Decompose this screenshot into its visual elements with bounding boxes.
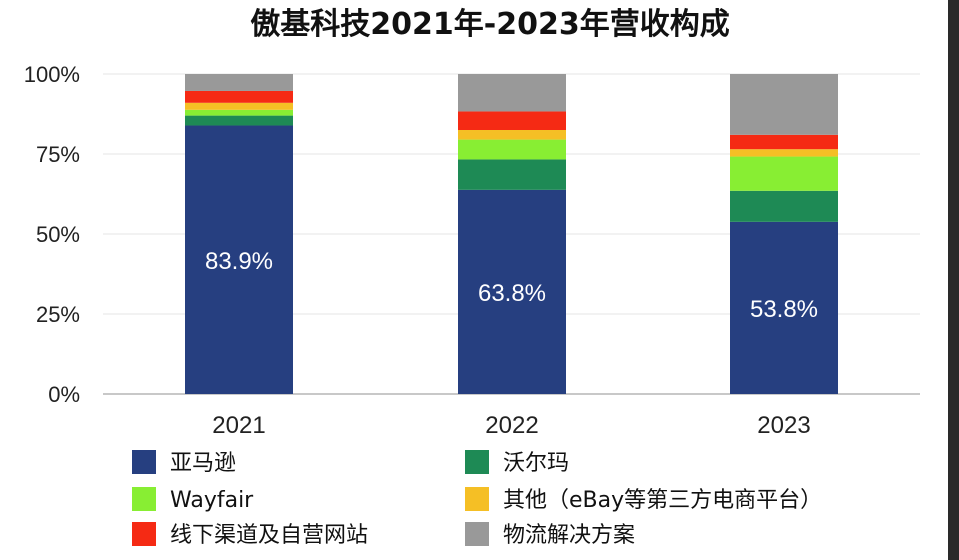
legend-swatch-4 xyxy=(132,522,156,546)
legend-label-5: 物流解决方案 xyxy=(503,523,635,548)
data-label-2021: 83.9% xyxy=(205,248,273,275)
y-tick-label-100: 100% xyxy=(24,62,80,87)
bar-2022-series-4 xyxy=(458,111,566,130)
bar-2021-series-5 xyxy=(185,74,293,91)
bar-2023-series-3 xyxy=(730,149,838,157)
legend-swatch-3 xyxy=(465,487,489,511)
x-tick-label-2022: 2022 xyxy=(485,412,538,439)
legend-label-2: Wayfair xyxy=(170,488,254,513)
bar-2023-series-5 xyxy=(730,74,838,135)
legend-label-3: 其他（eBay等第三方电商平台） xyxy=(503,488,822,513)
bar-2021-series-1 xyxy=(185,115,293,126)
legend: 亚马逊 沃尔玛 Wayfair 其他（eBay等第三方电商平台） 线下渠道及自营网站 物流… xyxy=(132,450,822,548)
bar-2021-series-3 xyxy=(185,102,293,110)
data-label-2023: 53.8% xyxy=(750,296,818,323)
bar-2022-series-5 xyxy=(458,74,566,112)
chart-title: 傲基科技2021年-2023年营收构成 xyxy=(250,7,729,42)
bar-2021-series-4 xyxy=(185,90,293,103)
bar-2022-series-2 xyxy=(458,139,566,160)
y-tick-label-25: 25% xyxy=(36,302,80,327)
bar-2023-series-1 xyxy=(730,190,838,222)
y-tick-label-0: 0% xyxy=(48,382,80,407)
bar-2021-series-2 xyxy=(185,109,293,116)
legend-swatch-0 xyxy=(132,450,156,474)
legend-label-0: 亚马逊 xyxy=(170,451,236,476)
legend-label-4: 线下渠道及自营网站 xyxy=(170,523,368,548)
bar-2023-series-2 xyxy=(730,156,838,191)
legend-swatch-5 xyxy=(465,522,489,546)
legend-swatch-1 xyxy=(465,450,489,474)
right-edge-strip xyxy=(948,0,959,560)
data-label-2022: 63.8% xyxy=(478,280,546,307)
x-axis-ticks: 2021 2022 2023 xyxy=(212,412,810,439)
bar-2021-series-0 xyxy=(185,125,293,395)
legend-swatch-2 xyxy=(132,487,156,511)
bar-2023-series-0 xyxy=(730,221,838,394)
bar-2022-series-3 xyxy=(458,130,566,140)
y-axis-ticks: 0% 25% 50% 75% 100% xyxy=(24,62,80,407)
bar-2022-series-0 xyxy=(458,189,566,394)
bars xyxy=(185,74,838,395)
bar-2023-series-4 xyxy=(730,134,838,150)
y-tick-label-50: 50% xyxy=(36,222,80,247)
bar-2022-series-1 xyxy=(458,159,566,190)
x-tick-label-2021: 2021 xyxy=(212,412,265,439)
x-tick-label-2023: 2023 xyxy=(757,412,810,439)
y-tick-label-75: 75% xyxy=(36,142,80,167)
data-labels: 83.9% 63.8% 53.8% xyxy=(205,248,818,323)
legend-label-1: 沃尔玛 xyxy=(503,451,569,476)
